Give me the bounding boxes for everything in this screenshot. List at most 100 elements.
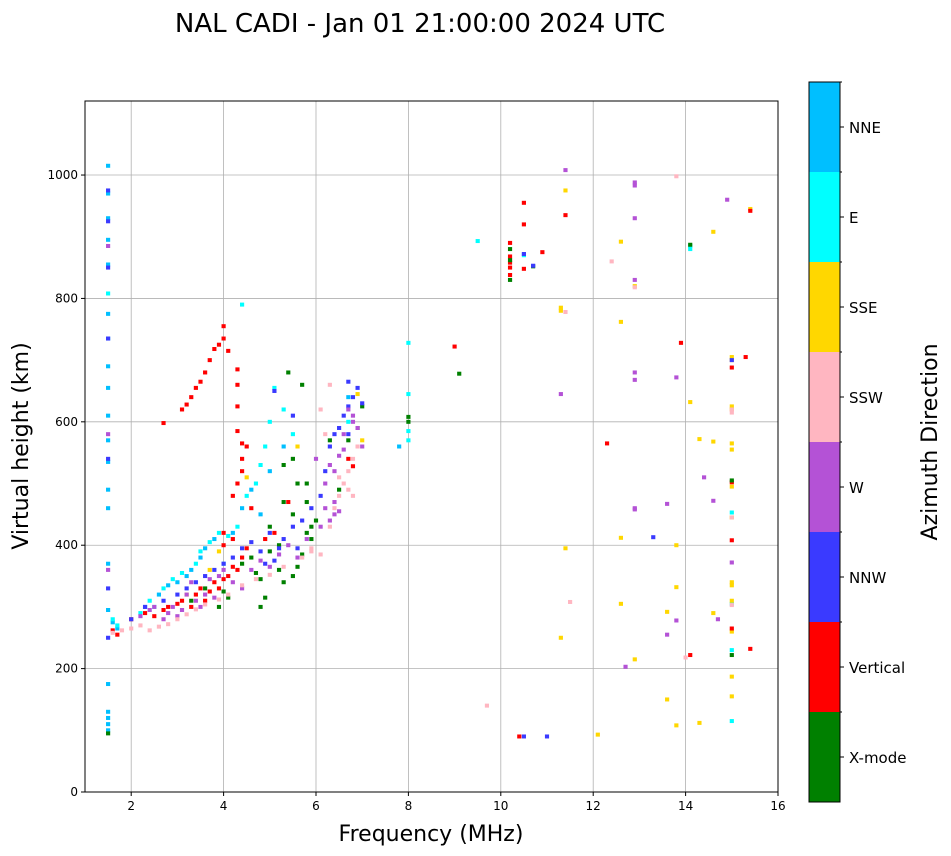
data-point-sse (665, 697, 670, 702)
data-point-e (290, 432, 295, 437)
data-point-x-mode (295, 564, 300, 569)
data-point-e (263, 444, 268, 449)
data-point-nnw (106, 188, 111, 193)
data-point-w (355, 425, 360, 430)
data-point-ssw (175, 617, 180, 622)
data-point-ssw (729, 603, 734, 608)
data-point-vertical (678, 340, 684, 345)
data-point-vertical (235, 567, 240, 572)
data-point-vertical (207, 358, 212, 363)
data-point-sse (618, 239, 623, 244)
data-point-e (406, 429, 411, 434)
data-point-vertical (203, 370, 208, 375)
data-point-ssw (337, 475, 342, 480)
data-point-sse (674, 543, 679, 548)
data-point-nnw (318, 493, 323, 498)
data-point-vertical (346, 456, 351, 461)
data-point-e (106, 291, 111, 296)
data-point-vertical (240, 441, 245, 446)
data-point-w (341, 432, 346, 437)
data-point-w (318, 524, 323, 529)
data-point-ssw (193, 607, 198, 612)
data-point-e (170, 577, 175, 582)
plot-frame (84, 100, 779, 793)
data-point-nnw (203, 574, 208, 579)
data-point-x-mode (290, 574, 295, 579)
x-axis-label: Frequency (MHz) (339, 822, 524, 847)
data-point-nnw (521, 252, 526, 257)
data-point-sse (729, 404, 734, 409)
data-point-e (729, 510, 734, 515)
data-point-w (166, 611, 171, 616)
data-point-nne (106, 561, 111, 566)
data-point-nnw (346, 404, 351, 409)
data-point-nne (115, 626, 120, 631)
series-vertical-group (110, 200, 753, 739)
data-point-sse (558, 305, 563, 310)
data-point-x-mode (688, 242, 693, 247)
data-point-vertical (521, 222, 526, 227)
colorbar-segment-ssw (809, 352, 840, 442)
data-point-vertical (748, 208, 753, 213)
data-point-x-mode (281, 500, 286, 505)
data-point-ssw (281, 564, 286, 569)
data-point-ssw (216, 597, 222, 602)
data-point-w (632, 180, 637, 185)
data-point-sse (595, 732, 600, 737)
data-point-sse (244, 475, 249, 480)
data-point-vertical (207, 589, 212, 594)
data-point-x-mode (406, 419, 411, 424)
data-point-sse (295, 444, 300, 449)
data-point-nne (106, 715, 111, 720)
data-point-sse (207, 567, 212, 572)
data-point-sse (360, 438, 365, 443)
data-point-ssw (318, 407, 323, 412)
data-point-e (346, 419, 351, 424)
data-point-vertical (263, 537, 268, 542)
data-point-nnw (249, 540, 254, 545)
data-point-w (632, 370, 637, 375)
data-point-ssw (729, 410, 734, 415)
data-point-x-mode (290, 512, 295, 517)
data-point-vertical (189, 604, 194, 609)
data-point-vertical (240, 555, 245, 560)
data-point-x-mode (267, 524, 272, 529)
data-point-vertical (517, 734, 522, 739)
data-point-vertical (212, 347, 217, 352)
data-point-sse (674, 723, 679, 728)
data-point-nnw (240, 546, 245, 551)
data-point-ssw (129, 626, 134, 631)
data-point-sse (674, 585, 679, 590)
data-point-vertical (226, 348, 231, 353)
data-point-x-mode (313, 518, 319, 523)
data-point-e (138, 611, 143, 616)
colorbar-segment-sse (809, 262, 840, 352)
data-point-ssw (203, 602, 208, 607)
y-axis-ticks: 0 200 400 600 800 1000 (47, 168, 85, 799)
data-point-nne (267, 469, 272, 474)
data-point-w (286, 543, 291, 548)
data-point-e (147, 598, 152, 603)
data-point-w (304, 537, 309, 542)
data-point-nnw (729, 358, 734, 363)
colorbar-label-w: W (849, 479, 864, 497)
colorbar: X-mode Vertical NNW W SSW SSE E NNE (808, 81, 906, 803)
data-point-ssw (729, 407, 734, 412)
data-point-e (729, 648, 734, 653)
data-point-nne (346, 395, 351, 400)
data-point-nne (397, 444, 402, 449)
data-point-nnw (281, 537, 286, 542)
data-point-w (674, 618, 679, 623)
data-point-nnw (544, 734, 550, 739)
data-point-e (179, 570, 185, 575)
data-point-vertical (743, 355, 748, 360)
data-point-nnw (276, 546, 282, 551)
data-point-e (267, 419, 272, 424)
data-point-w (332, 469, 337, 474)
data-point-e (688, 247, 693, 252)
data-point-nne (106, 163, 111, 168)
data-point-vertical (230, 564, 235, 569)
y-axis-label: Virtual height (km) (9, 342, 34, 549)
data-point-nnw (323, 469, 328, 474)
data-point-w (249, 567, 254, 572)
